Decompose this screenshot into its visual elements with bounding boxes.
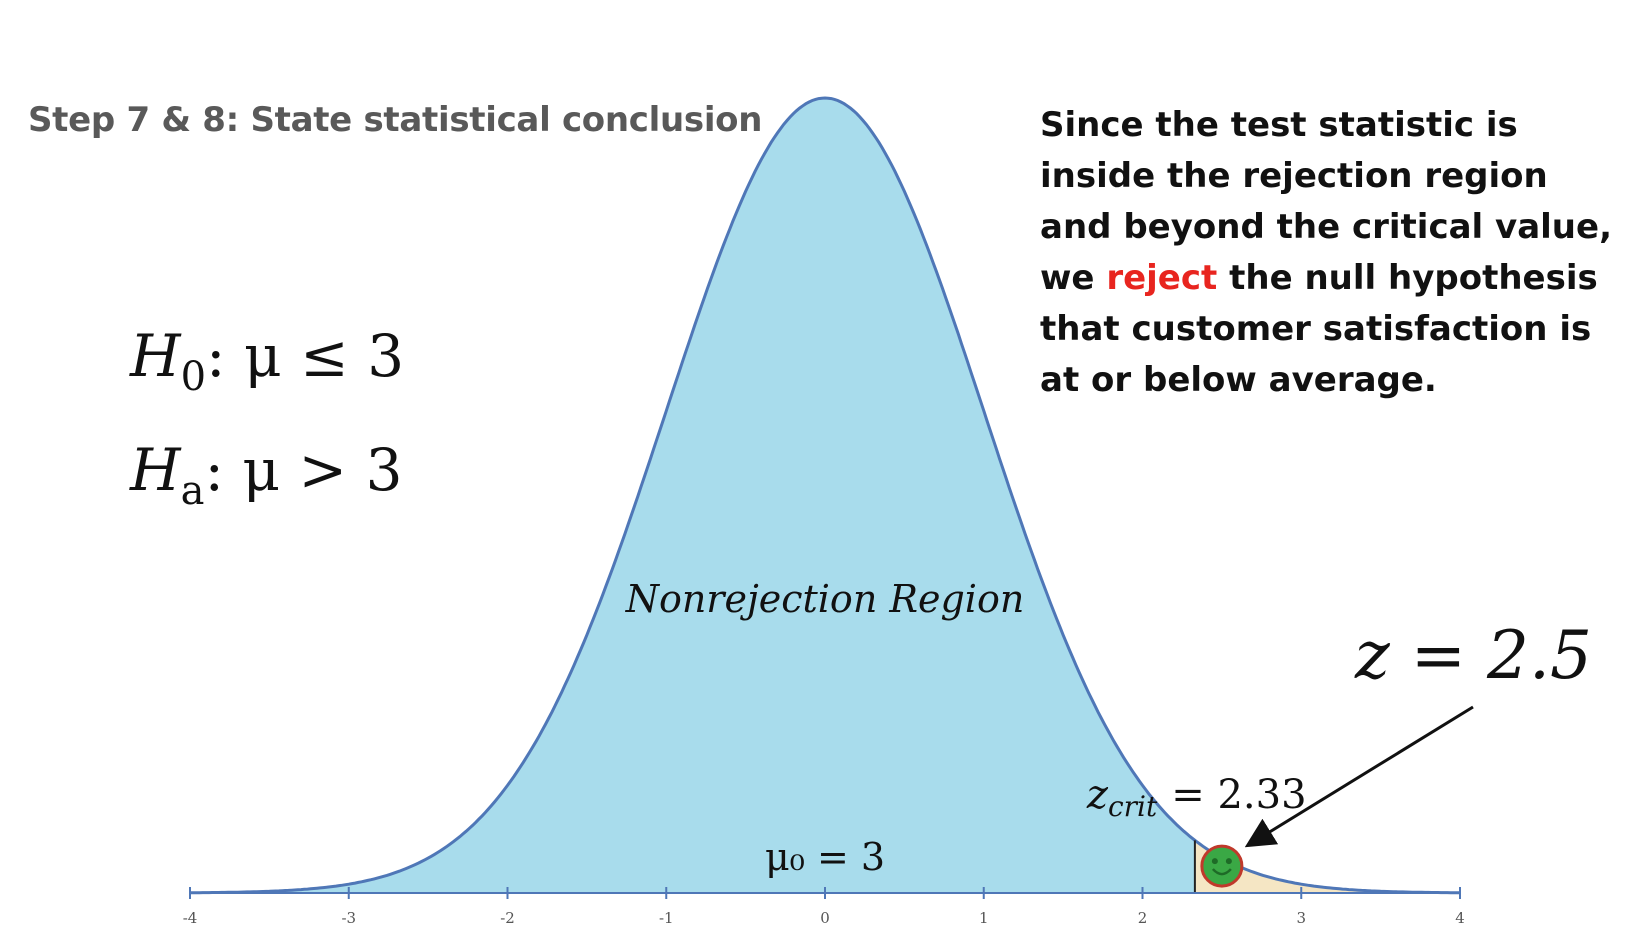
h0-statement: : μ ≤ 3 <box>206 322 405 390</box>
x-tick-label: 3 <box>1296 909 1306 927</box>
mu-label: μ₀ = 3 <box>765 835 885 879</box>
nonrejection-region-label: Nonrejection Region <box>625 577 1025 621</box>
x-tick-label: -3 <box>341 909 356 927</box>
conclusion-before: Since the test statistic is inside the r… <box>1040 105 1612 298</box>
null-hypothesis: H0: μ ≤ 3 <box>130 322 404 400</box>
x-tick-label: 0 <box>820 909 830 927</box>
x-tick-label: -2 <box>500 909 515 927</box>
zcrit-value: = 2.33 <box>1171 772 1306 818</box>
test-statistic-marker <box>1200 844 1244 888</box>
smiley-eye-left <box>1211 858 1218 865</box>
zcrit-label: zcrit = 2.33 <box>1086 772 1307 823</box>
smiley-eye-right <box>1225 858 1232 865</box>
slide-title: Step 7 & 8: State statistical conclusion <box>28 100 763 140</box>
smiley-mouth <box>1211 868 1232 876</box>
zcrit-symbol: z <box>1086 772 1109 818</box>
x-axis-ticks: -4 -3 -2 -1 0 1 2 3 4 <box>183 887 1465 927</box>
rejection-region-area <box>1194 840 1460 893</box>
h0-subscript: 0 <box>180 354 207 400</box>
ha-subscript: a <box>180 468 205 514</box>
normal-curve <box>190 96 1460 895</box>
test-statistic-arrow <box>1244 705 1474 848</box>
conclusion-text: Since the test statistic is inside the r… <box>1040 100 1620 406</box>
conclusion-highlight: reject <box>1106 258 1218 298</box>
x-tick-label: 2 <box>1138 909 1148 927</box>
test-statistic-label: z = 2.5 <box>1354 617 1592 694</box>
x-tick-label: 4 <box>1455 909 1465 927</box>
conclusion-after: the null hypothesis that customer satisf… <box>1040 258 1598 400</box>
ha-statement: : μ > 3 <box>204 436 403 504</box>
h0-symbol: H <box>130 322 181 390</box>
nonrejection-region-area <box>190 98 1195 893</box>
ha-symbol: H <box>130 436 181 504</box>
x-tick-label: 1 <box>979 909 989 927</box>
zcrit-subscript: crit <box>1108 790 1158 823</box>
x-tick-label: -1 <box>659 909 674 927</box>
alternative-hypothesis: Ha: μ > 3 <box>130 436 403 514</box>
smiley-face-icon <box>1200 844 1244 888</box>
x-tick-label: -4 <box>183 909 198 927</box>
